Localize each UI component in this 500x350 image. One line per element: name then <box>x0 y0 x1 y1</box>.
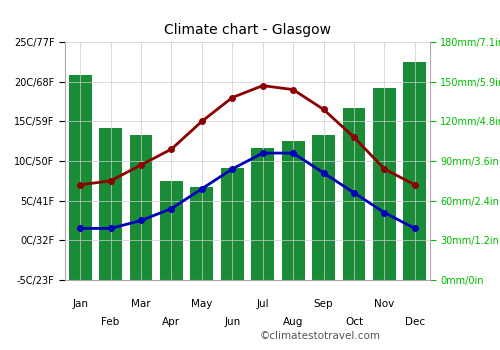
Bar <box>160 181 183 280</box>
Bar <box>190 188 214 280</box>
Bar <box>373 88 396 280</box>
Bar <box>342 108 365 280</box>
Bar <box>282 141 304 280</box>
Bar <box>404 62 426 280</box>
Text: Dec: Dec <box>404 317 425 327</box>
Bar <box>130 134 152 280</box>
Text: Jun: Jun <box>224 317 240 327</box>
Text: Mar: Mar <box>131 299 151 309</box>
Text: Aug: Aug <box>283 317 304 327</box>
Bar <box>221 168 244 280</box>
Text: Nov: Nov <box>374 299 394 309</box>
Bar <box>99 128 122 280</box>
Bar <box>69 75 92 280</box>
Bar <box>312 134 335 280</box>
Text: May: May <box>191 299 212 309</box>
Text: Sep: Sep <box>314 299 334 309</box>
Text: Feb: Feb <box>102 317 120 327</box>
Text: ©climatestotravel.com: ©climatestotravel.com <box>260 331 381 341</box>
Text: Jan: Jan <box>72 299 88 309</box>
Text: Apr: Apr <box>162 317 180 327</box>
Bar <box>252 148 274 280</box>
Text: Jul: Jul <box>256 299 269 309</box>
Text: Oct: Oct <box>345 317 363 327</box>
Title: Climate chart - Glasgow: Climate chart - Glasgow <box>164 23 331 37</box>
